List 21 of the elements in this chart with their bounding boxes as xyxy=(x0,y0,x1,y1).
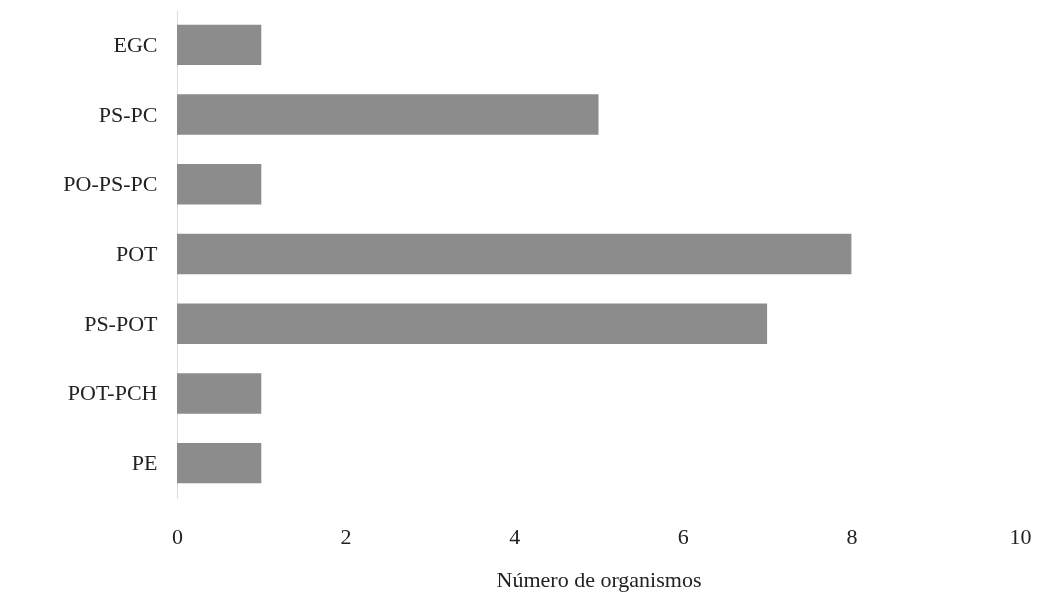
bar xyxy=(177,233,852,275)
x-tick-label: 4 xyxy=(509,523,521,549)
bar xyxy=(177,164,262,205)
bar xyxy=(177,94,599,135)
bar xyxy=(177,303,768,344)
bar xyxy=(177,373,262,414)
x-tick-label: 6 xyxy=(677,523,689,549)
bar xyxy=(177,24,262,66)
y-tick-label: PS-PC xyxy=(98,101,158,127)
y-tick-label: PS-POT xyxy=(84,310,159,336)
x-tick-label: 10 xyxy=(1009,523,1032,549)
y-tick-label: PE xyxy=(131,450,158,476)
y-tick-label: PO-PS-PC xyxy=(63,171,158,197)
bar xyxy=(177,442,262,484)
y-tick-label: EGC xyxy=(113,31,158,57)
x-axis-title: Número de organismos xyxy=(496,566,702,592)
y-tick-label: POT-PCH xyxy=(67,380,158,406)
x-tick-label: 0 xyxy=(172,523,183,549)
x-tick-label: 8 xyxy=(846,523,858,549)
x-tick-label: 2 xyxy=(340,523,352,549)
y-tick-label: POT xyxy=(115,241,159,266)
